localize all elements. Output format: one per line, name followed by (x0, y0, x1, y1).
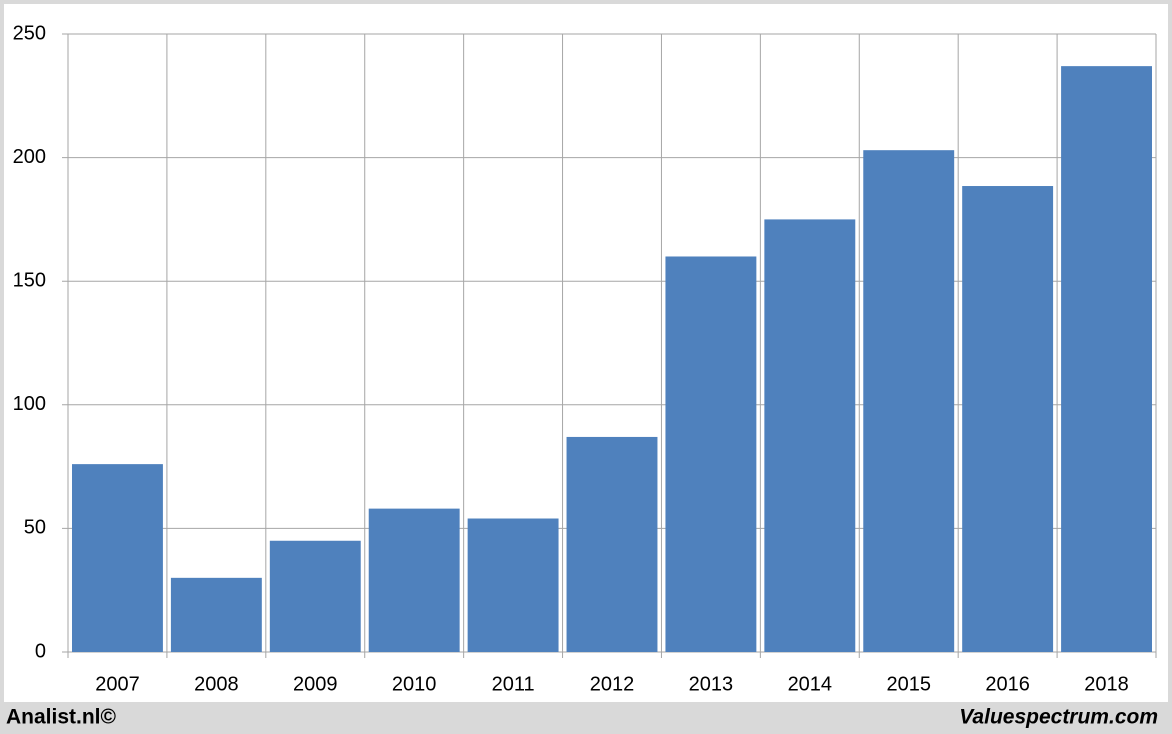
bar (665, 256, 757, 652)
x-tick-label: 2013 (689, 673, 734, 695)
y-tick-label: 200 (13, 146, 46, 168)
bar (269, 540, 361, 652)
x-tick-label: 2008 (194, 673, 239, 695)
y-tick-label: 0 (35, 640, 46, 662)
x-tick-label: 2010 (392, 673, 437, 695)
bar (962, 186, 1054, 652)
bar (566, 436, 658, 652)
bar (467, 518, 559, 652)
x-tick-label: 2012 (590, 673, 635, 695)
bar (863, 150, 955, 652)
y-tick-label: 250 (13, 22, 46, 44)
footer-left: Analist.nl© (6, 706, 117, 729)
x-tick-label: 2015 (886, 673, 931, 695)
x-tick-label: 2007 (95, 673, 140, 695)
footer-right: Valuespectrum.com (959, 706, 1158, 729)
bar (368, 508, 460, 652)
x-tick-label: 2016 (985, 673, 1030, 695)
y-tick-label: 50 (24, 517, 46, 539)
y-tick-label: 100 (13, 393, 46, 415)
bar (170, 577, 262, 652)
x-tick-label: 2018 (1084, 673, 1129, 695)
bar (72, 464, 163, 652)
bar (764, 219, 856, 652)
x-tick-label: 2009 (293, 673, 338, 695)
x-tick-label: 2014 (788, 673, 833, 695)
y-tick-label: 150 (13, 269, 46, 291)
bar (1061, 66, 1152, 653)
x-tick-label: 2011 (492, 673, 535, 695)
